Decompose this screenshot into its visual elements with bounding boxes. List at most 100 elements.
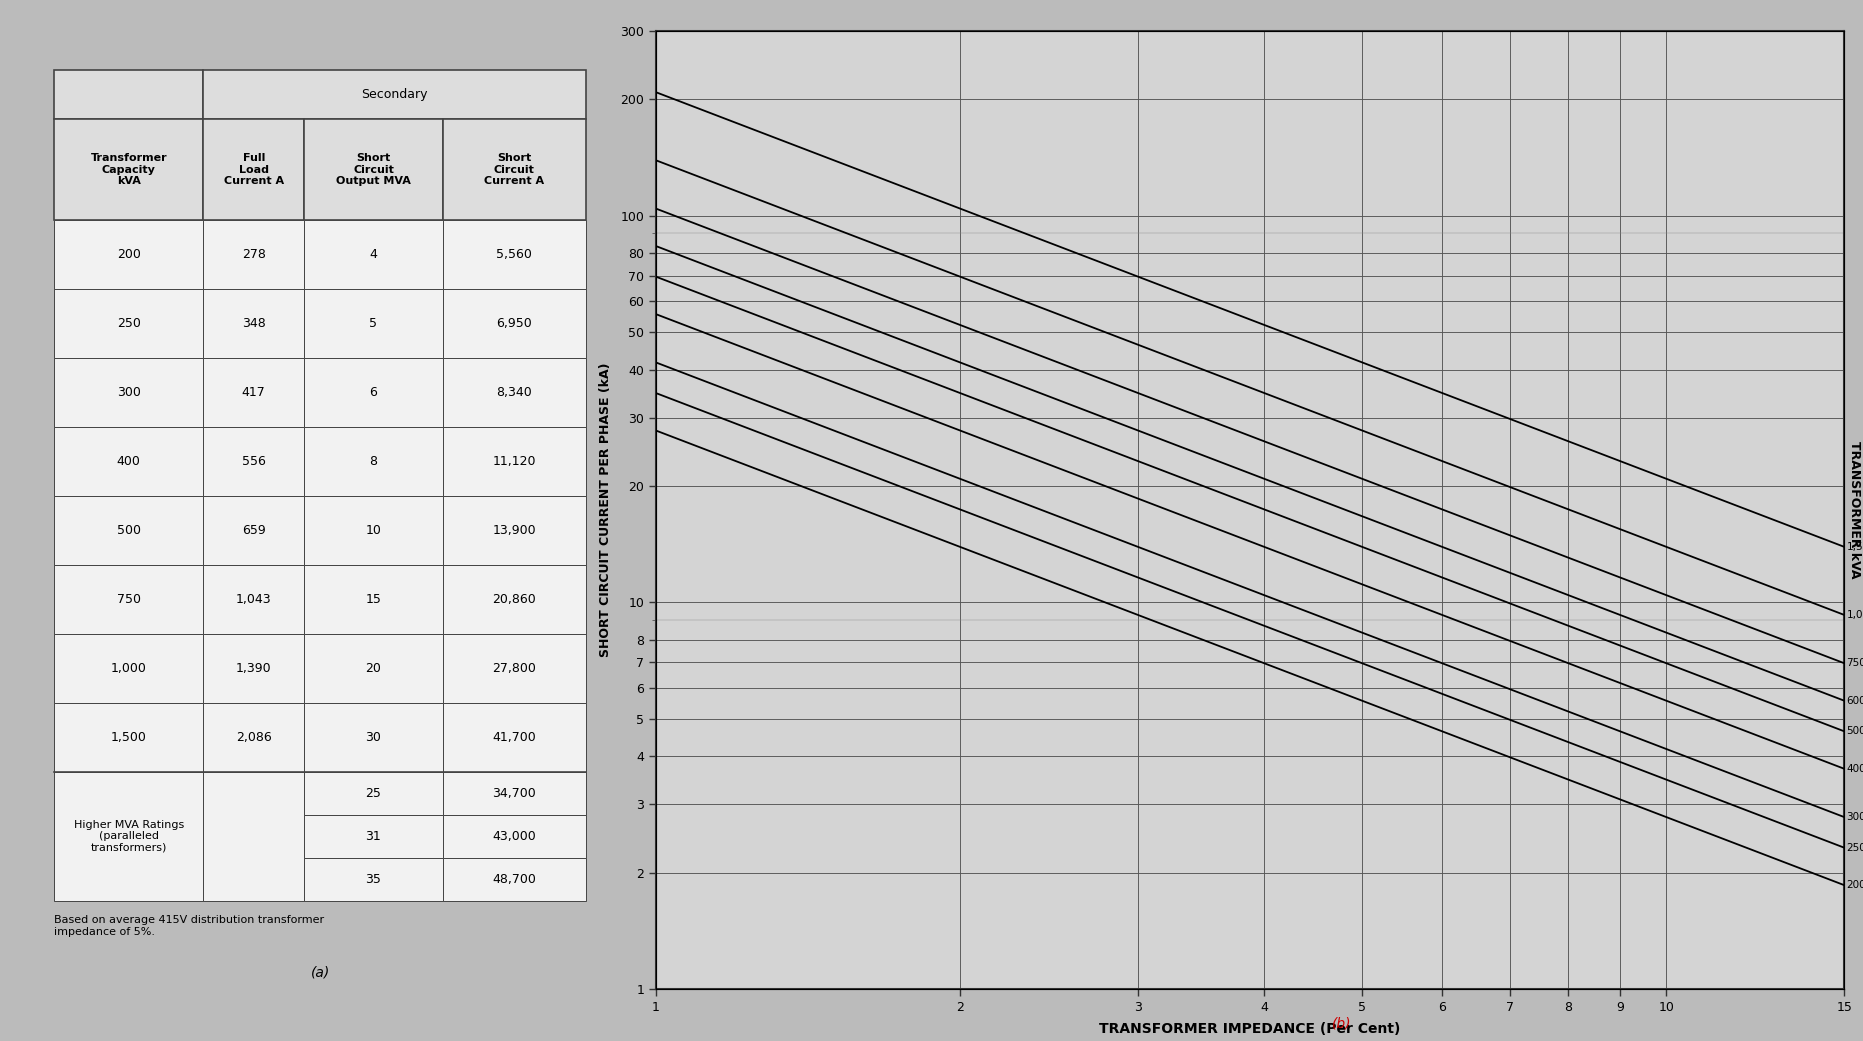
Text: 30: 30 bbox=[365, 731, 382, 743]
Bar bbox=[54, 564, 203, 634]
Bar bbox=[203, 564, 304, 634]
Bar bbox=[304, 496, 443, 564]
Text: 6: 6 bbox=[369, 386, 378, 399]
Bar bbox=[203, 70, 587, 120]
Bar bbox=[304, 858, 443, 900]
Text: 278: 278 bbox=[242, 248, 266, 261]
Bar bbox=[203, 771, 304, 900]
Text: Short
Circuit
Output MVA: Short Circuit Output MVA bbox=[335, 153, 412, 186]
Text: 300: 300 bbox=[117, 386, 142, 399]
Text: 659: 659 bbox=[242, 524, 266, 537]
Bar bbox=[203, 703, 304, 771]
Text: 8: 8 bbox=[369, 455, 378, 467]
Bar bbox=[54, 703, 203, 771]
Text: 13,900: 13,900 bbox=[492, 524, 537, 537]
Bar bbox=[54, 120, 203, 220]
Text: 750: 750 bbox=[117, 592, 142, 606]
Text: 41,700: 41,700 bbox=[492, 731, 537, 743]
Bar bbox=[304, 771, 443, 815]
Text: 348: 348 bbox=[242, 316, 266, 330]
Bar bbox=[54, 358, 203, 427]
Text: 1,390: 1,390 bbox=[237, 662, 272, 675]
Text: 27,800: 27,800 bbox=[492, 662, 537, 675]
Bar bbox=[304, 220, 443, 288]
Bar bbox=[304, 427, 443, 496]
Text: 1,000: 1,000 bbox=[1846, 610, 1863, 620]
Bar bbox=[443, 858, 587, 900]
Text: 35: 35 bbox=[365, 872, 382, 886]
Text: 1,500: 1,500 bbox=[110, 731, 147, 743]
X-axis label: TRANSFORMER IMPEDANCE (Per Cent): TRANSFORMER IMPEDANCE (Per Cent) bbox=[1099, 1022, 1401, 1036]
Text: 25: 25 bbox=[365, 787, 382, 799]
Text: 500: 500 bbox=[117, 524, 142, 537]
Bar bbox=[54, 288, 203, 358]
Text: 556: 556 bbox=[242, 455, 266, 467]
Bar bbox=[54, 771, 203, 900]
Bar bbox=[304, 358, 443, 427]
Text: Transformer
Capacity
kVA: Transformer Capacity kVA bbox=[91, 153, 168, 186]
Text: 1,000: 1,000 bbox=[110, 662, 147, 675]
Y-axis label: TRANSFORMER kVA: TRANSFORMER kVA bbox=[1848, 441, 1861, 579]
Bar bbox=[443, 703, 587, 771]
Text: 34,700: 34,700 bbox=[492, 787, 537, 799]
Text: 1,500: 1,500 bbox=[1846, 542, 1863, 552]
Bar bbox=[304, 564, 443, 634]
Bar bbox=[203, 358, 304, 427]
Bar bbox=[443, 634, 587, 703]
Text: 5,560: 5,560 bbox=[496, 248, 533, 261]
Text: 6,950: 6,950 bbox=[497, 316, 533, 330]
Text: Based on average 415V distribution transformer
impedance of 5%.: Based on average 415V distribution trans… bbox=[54, 915, 324, 937]
Y-axis label: SHORT CIRCUIT CURRENT PER PHASE (kA): SHORT CIRCUIT CURRENT PER PHASE (kA) bbox=[598, 363, 611, 657]
Text: Full
Load
Current A: Full Load Current A bbox=[224, 153, 283, 186]
Text: 1,043: 1,043 bbox=[237, 592, 272, 606]
Bar bbox=[203, 120, 304, 220]
Bar bbox=[203, 634, 304, 703]
Bar bbox=[54, 427, 203, 496]
Bar bbox=[443, 220, 587, 288]
Text: 10: 10 bbox=[365, 524, 382, 537]
Bar bbox=[443, 288, 587, 358]
Bar bbox=[203, 220, 304, 288]
Text: 400: 400 bbox=[1846, 764, 1863, 773]
Text: 600: 600 bbox=[1846, 695, 1863, 706]
Text: 750: 750 bbox=[1846, 658, 1863, 668]
Text: 20,860: 20,860 bbox=[492, 592, 537, 606]
Text: 300: 300 bbox=[1846, 812, 1863, 822]
Text: Higher MVA Ratings
(paralleled
transformers): Higher MVA Ratings (paralleled transform… bbox=[75, 819, 184, 853]
Text: 20: 20 bbox=[365, 662, 382, 675]
Text: 11,120: 11,120 bbox=[492, 455, 537, 467]
Text: 250: 250 bbox=[1846, 843, 1863, 853]
Bar bbox=[443, 120, 587, 220]
Bar bbox=[203, 288, 304, 358]
Bar bbox=[304, 815, 443, 858]
Text: 417: 417 bbox=[242, 386, 266, 399]
Bar bbox=[54, 70, 203, 120]
Text: 31: 31 bbox=[365, 830, 382, 843]
Bar bbox=[203, 496, 304, 564]
Bar bbox=[443, 496, 587, 564]
Text: 250: 250 bbox=[117, 316, 142, 330]
Text: (a): (a) bbox=[311, 965, 330, 980]
Bar bbox=[304, 288, 443, 358]
Text: 8,340: 8,340 bbox=[497, 386, 533, 399]
Bar bbox=[304, 120, 443, 220]
Text: 2,086: 2,086 bbox=[237, 731, 272, 743]
Bar bbox=[443, 771, 587, 815]
Text: (b): (b) bbox=[1332, 1017, 1351, 1031]
Text: Short
Circuit
Current A: Short Circuit Current A bbox=[484, 153, 544, 186]
Text: 5: 5 bbox=[369, 316, 378, 330]
Bar bbox=[54, 220, 203, 288]
Text: 500: 500 bbox=[1846, 727, 1863, 736]
Bar bbox=[304, 634, 443, 703]
Text: 200: 200 bbox=[117, 248, 142, 261]
Bar bbox=[304, 703, 443, 771]
Text: Secondary: Secondary bbox=[361, 87, 428, 101]
Bar bbox=[54, 634, 203, 703]
Bar bbox=[443, 815, 587, 858]
Text: 43,000: 43,000 bbox=[492, 830, 537, 843]
Bar bbox=[443, 564, 587, 634]
Bar bbox=[443, 427, 587, 496]
Text: 4: 4 bbox=[369, 248, 378, 261]
Text: 48,700: 48,700 bbox=[492, 872, 537, 886]
Bar bbox=[443, 358, 587, 427]
